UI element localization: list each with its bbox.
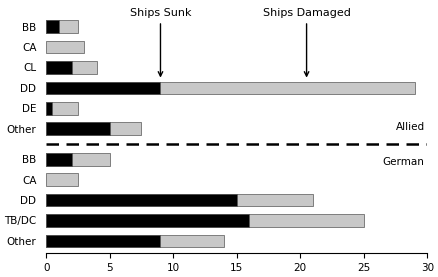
Text: Ships Damaged: Ships Damaged [263, 8, 350, 76]
Bar [46, 41, 84, 53]
Text: Allied: Allied [396, 122, 425, 132]
Bar [46, 153, 110, 166]
Bar [46, 81, 414, 94]
Bar [46, 20, 59, 33]
Bar [46, 102, 53, 115]
Bar [46, 235, 160, 247]
Bar [46, 194, 237, 206]
Bar [46, 173, 78, 186]
Bar [46, 20, 78, 33]
Bar [46, 235, 224, 247]
Bar [46, 81, 160, 94]
Bar [46, 214, 249, 227]
Text: Ships Sunk: Ships Sunk [130, 8, 191, 76]
Bar [46, 214, 364, 227]
Bar [46, 194, 313, 206]
Bar [46, 153, 71, 166]
Bar [46, 102, 78, 115]
Bar [46, 61, 97, 74]
Text: German: German [383, 157, 425, 167]
Bar [46, 61, 71, 74]
Bar [46, 122, 141, 135]
Bar [46, 122, 110, 135]
